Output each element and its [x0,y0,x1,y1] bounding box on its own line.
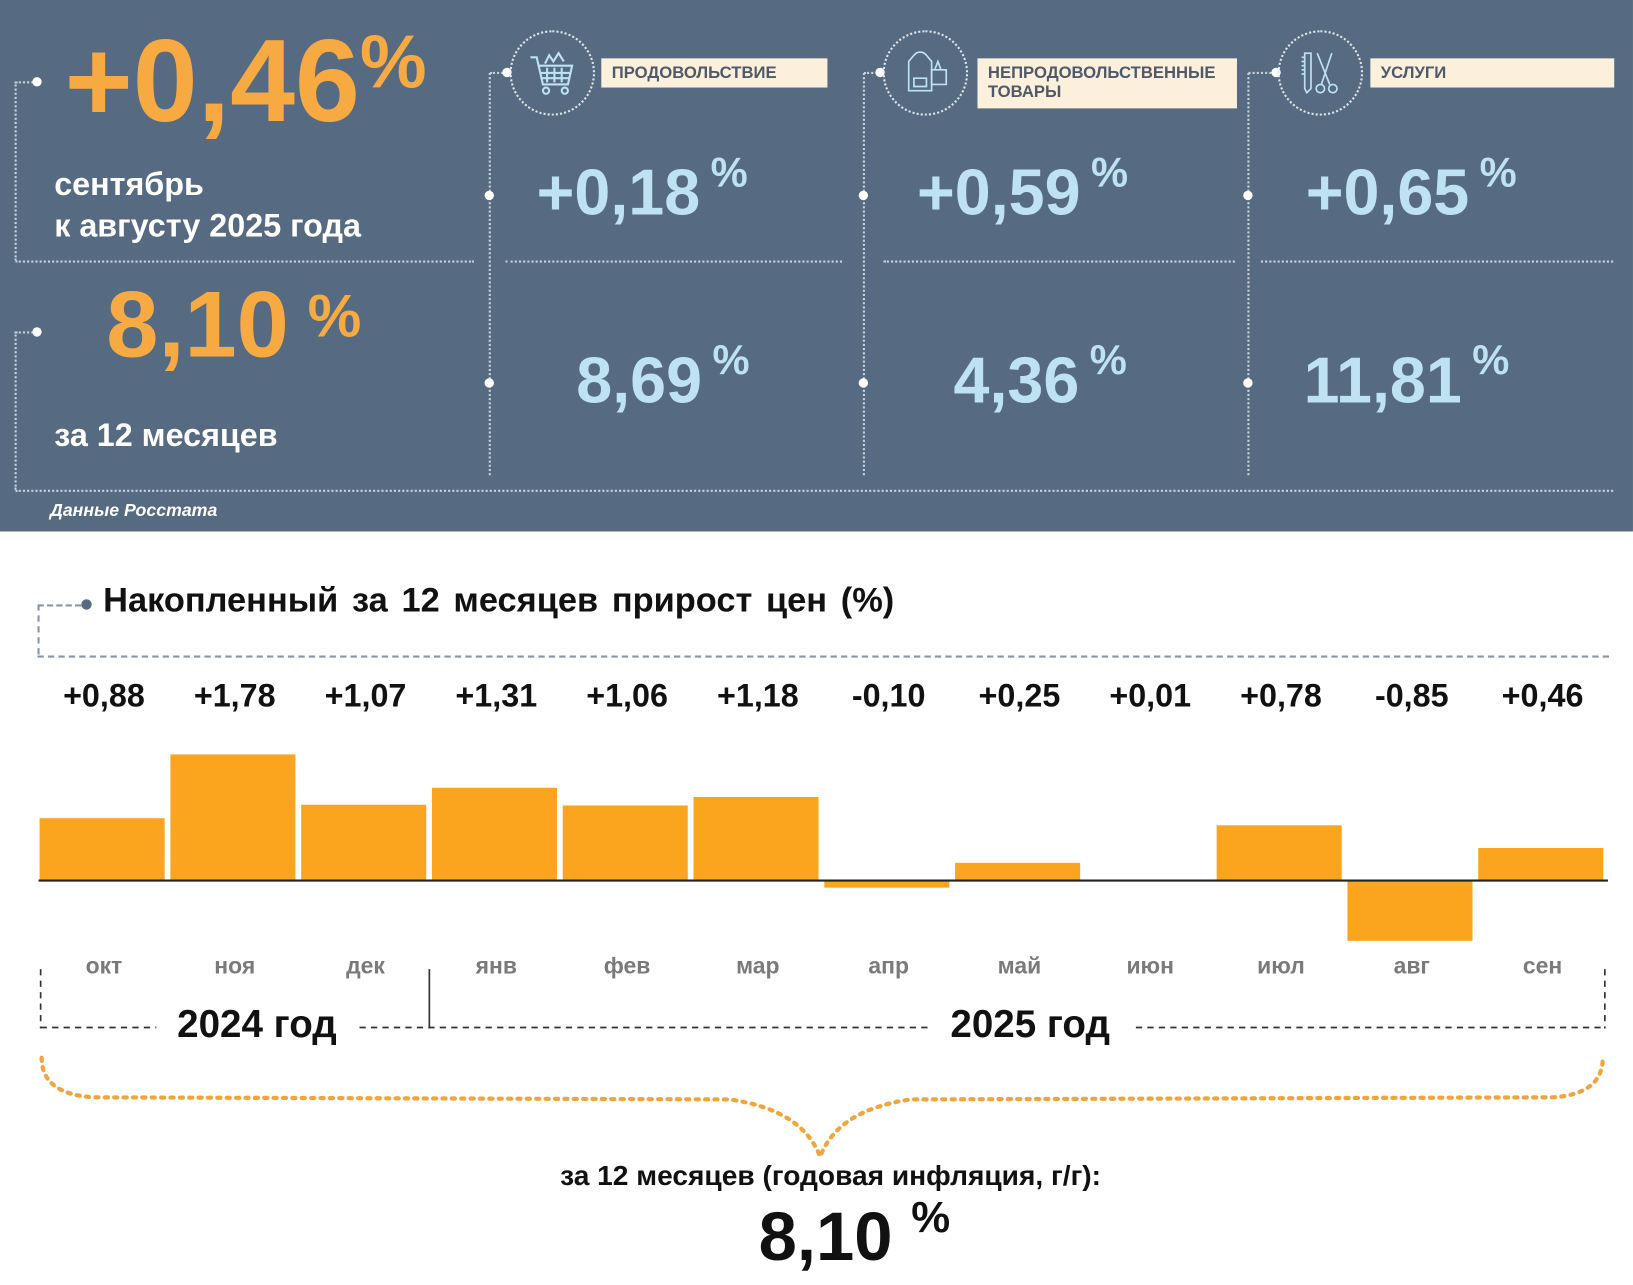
annual-footer-value: 8,10% [758,1192,951,1275]
connector [489,71,507,74]
source-note: Данные Росстата [50,500,218,521]
year-label-2025: 2025 год [950,1002,1110,1046]
connector-dot [858,378,869,388]
bar-апр [824,880,950,888]
connector-dot [484,378,494,388]
annual-brace [39,1055,1605,1163]
divider [1260,260,1614,263]
annual-footer-caption: за 12 месяцев (годовая инфляция, г/г): [560,1159,1102,1192]
divider [862,72,865,476]
connector-dot [32,77,42,87]
monthly-caption: сентябрь к августу 2025 года [54,165,361,244]
divider [15,260,475,263]
bar-ноя [170,754,296,881]
bar-май [955,862,1081,881]
divider [14,81,17,261]
bar-окт [39,818,165,881]
month-label: сен [1522,952,1563,979]
year-label-2024: 2024 год [177,1002,337,1046]
connector-dot [502,67,512,78]
services-monthly-value: +0,65% [1305,150,1517,230]
month-label: ноя [214,952,256,979]
value-label: +1,18 [716,677,799,714]
connector [863,71,881,74]
food-annual-value: 8,69% [576,337,750,417]
divider [505,260,843,263]
connector-dot [1243,190,1253,201]
value-label: -0,85 [1374,677,1449,714]
value-label: +1,06 [586,677,668,714]
month-label: апр [868,952,909,979]
category-label-services: УСЛУГИ [1370,58,1615,88]
value-label: +1,31 [455,677,538,714]
divider [14,331,17,490]
divider [488,72,491,476]
clothing-bag-icon [882,30,969,116]
connector-dot [484,190,494,201]
comb-scissors-icon [1277,30,1364,116]
value-label: +1,78 [193,677,276,714]
nonfood-monthly-value: +0,59% [917,150,1129,230]
connector [15,81,37,84]
shopping-cart-icon [509,30,596,116]
chart-title: Накопленный за 12 месяцев прирост цен (%… [103,580,895,620]
nonfood-annual-value: 4,36% [953,337,1127,417]
value-label: +0,25 [978,677,1061,714]
month-label: окт [85,952,123,979]
bar-chart [38,754,1608,941]
connector [1248,71,1276,74]
value-label: +0,88 [63,677,145,714]
month-label: авг [1393,952,1430,979]
month-label: янв [475,952,517,979]
connector-dot [858,190,869,201]
connector [15,331,37,334]
divider [15,489,1614,492]
connector-dot [875,67,885,78]
month-label: дек [346,952,385,979]
title-frame [37,604,82,655]
value-label: +0,78 [1240,677,1322,714]
value-label: +1,07 [324,677,407,714]
month-label: май [997,952,1042,979]
bar-дек [301,804,427,881]
category-label-nonfood-line2: ТОВАРЫ [977,83,1097,107]
connector-dot [1243,378,1253,388]
connector-dot [1271,67,1281,78]
month-label: июн [1126,952,1174,979]
summary-panel: +0,46% сентябрь к августу 2025 года 8,10%… [0,0,1633,532]
value-label: -0,10 [851,677,926,714]
bar-мар [693,796,819,881]
category-label-food: ПРОДОВОЛЬСТВИЕ [601,58,828,88]
bar-фев [562,805,688,881]
annual-caption: за 12 месяцев [54,416,278,454]
value-label: +0,01 [1109,677,1192,714]
value-label: +0,46 [1501,677,1584,714]
annual-inflation-value: 8,10% [106,273,362,378]
food-monthly-value: +0,18% [536,150,748,230]
monthly-inflation-value: +0,46% [64,15,427,146]
title-dot [81,599,92,610]
services-annual-value: 11,81% [1303,337,1510,417]
divider [883,260,1235,263]
month-label: фев [603,952,651,979]
divider [1247,72,1250,476]
bar-авг [1347,880,1473,941]
month-label: июл [1257,952,1305,979]
bar-янв [431,787,558,881]
title-underline [37,655,1610,658]
bar-июл [1216,825,1342,881]
month-label: мар [736,952,780,979]
connector-dot [32,327,42,337]
bar-сен [1478,847,1604,881]
year-brackets [39,969,1606,1163]
